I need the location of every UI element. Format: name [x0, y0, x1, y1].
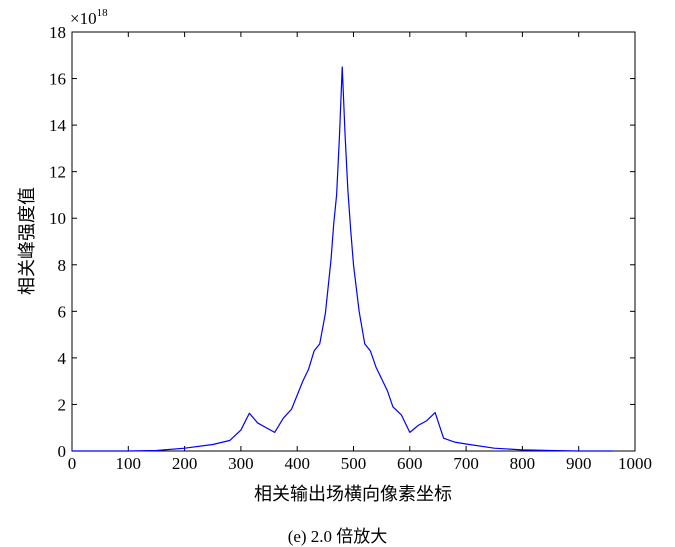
series-line: [72, 66, 613, 452]
y-tick-label: 6: [58, 302, 67, 321]
figure-caption: (e) 2.0 倍放大: [287, 527, 388, 546]
y-tick-label: 12: [49, 163, 66, 182]
series-group: [72, 66, 613, 452]
y-tick-label: 8: [58, 256, 67, 275]
y-tick-label: 10: [49, 209, 66, 228]
y-exponent-label: ×1018: [70, 7, 108, 28]
x-tick-label: 200: [172, 454, 198, 473]
x-tick-label: 400: [284, 454, 310, 473]
x-tick-label: 1000: [618, 454, 652, 473]
x-tick-label: 900: [566, 454, 592, 473]
y-tick-label: 0: [58, 442, 67, 461]
x-tick-label: 0: [68, 454, 77, 473]
x-tick-label: 300: [228, 454, 254, 473]
y-tick-label: 18: [49, 23, 66, 42]
x-tick-label: 800: [510, 454, 536, 473]
y-tick-label: 16: [49, 70, 66, 89]
y-tick-label: 2: [58, 395, 67, 414]
y-tick-label: 4: [58, 349, 67, 368]
x-tick-label: 500: [341, 454, 367, 473]
x-axis-ticks: 0 100 200 300 400 500 600 700 800 900 1000: [68, 32, 652, 473]
x-tick-label: 100: [116, 454, 142, 473]
y-axis-label: 相关峰强度值: [17, 187, 37, 295]
x-axis-label: 相关输出场横向像素坐标: [254, 484, 452, 504]
x-tick-label: 700: [453, 454, 479, 473]
y-axis-ticks: 0 2 4 6 8 10 12 14 16 18: [49, 23, 635, 461]
x-tick-label: 600: [397, 454, 423, 473]
plot-area: [71, 31, 636, 452]
y-tick-label: 14: [49, 116, 67, 135]
